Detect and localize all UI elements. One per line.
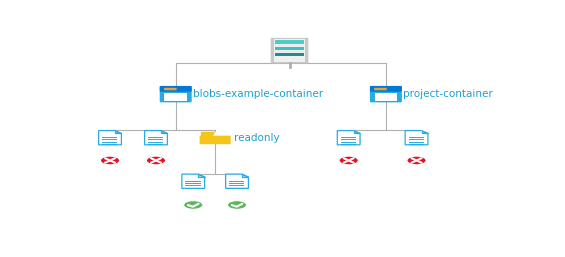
Circle shape (184, 201, 203, 209)
FancyBboxPatch shape (160, 86, 192, 102)
Polygon shape (99, 131, 121, 145)
Circle shape (407, 156, 426, 165)
FancyBboxPatch shape (372, 89, 400, 91)
Polygon shape (337, 131, 360, 145)
Polygon shape (242, 174, 249, 177)
Polygon shape (225, 174, 249, 188)
FancyBboxPatch shape (375, 93, 397, 101)
FancyBboxPatch shape (275, 45, 304, 46)
FancyBboxPatch shape (274, 39, 305, 62)
FancyBboxPatch shape (374, 88, 387, 90)
Polygon shape (198, 174, 205, 177)
FancyBboxPatch shape (162, 89, 190, 91)
Circle shape (101, 156, 120, 165)
FancyBboxPatch shape (199, 136, 231, 144)
Circle shape (146, 156, 166, 165)
Text: blobs-example-container: blobs-example-container (193, 89, 323, 99)
FancyBboxPatch shape (164, 88, 177, 90)
FancyBboxPatch shape (370, 86, 402, 92)
Polygon shape (145, 131, 167, 145)
FancyBboxPatch shape (370, 86, 402, 102)
FancyBboxPatch shape (275, 51, 304, 52)
Circle shape (227, 201, 247, 209)
Polygon shape (115, 131, 121, 133)
Circle shape (339, 156, 358, 165)
Polygon shape (405, 131, 428, 145)
Polygon shape (354, 131, 360, 133)
FancyBboxPatch shape (275, 47, 304, 50)
FancyBboxPatch shape (271, 38, 308, 63)
Text: readonly: readonly (233, 133, 279, 143)
FancyBboxPatch shape (275, 40, 304, 44)
FancyBboxPatch shape (164, 93, 187, 101)
Polygon shape (421, 131, 428, 133)
Polygon shape (182, 174, 205, 188)
Polygon shape (161, 131, 167, 133)
Polygon shape (201, 132, 215, 137)
FancyBboxPatch shape (160, 86, 192, 92)
FancyBboxPatch shape (275, 53, 304, 56)
Text: project-container: project-container (403, 89, 493, 99)
